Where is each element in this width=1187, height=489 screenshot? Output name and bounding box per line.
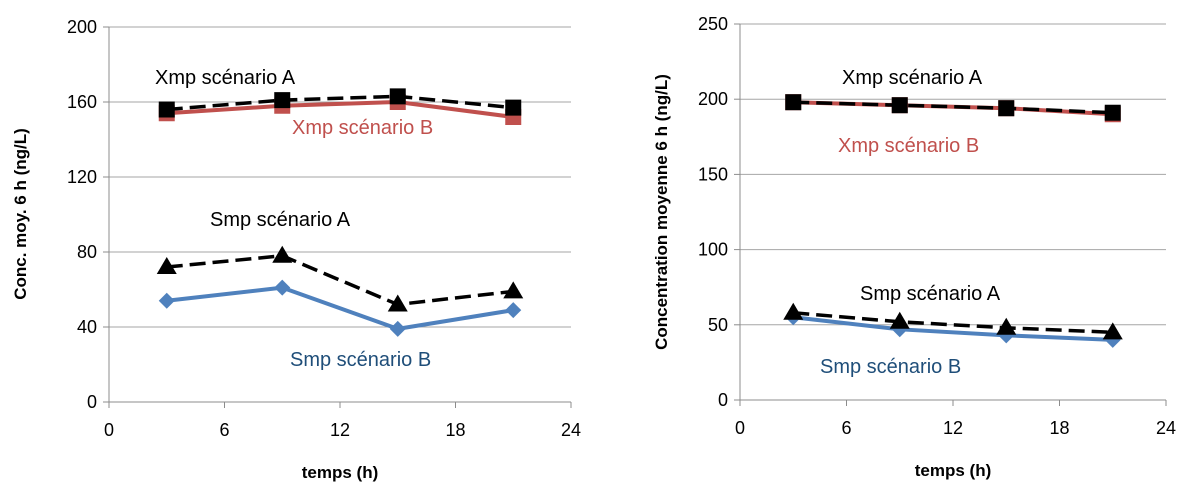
right-y-tick-label: 200 — [698, 89, 728, 109]
right-data-point-xmp-sc-nario-a — [785, 94, 802, 111]
left-annotation-smp-sc-nario-a: Smp scénario A — [210, 209, 351, 231]
left-annotation-smp-sc-nario-b: Smp scénario B — [290, 349, 431, 371]
left-y-axis-title: Conc. moy. 6 h (ng/L) — [11, 128, 30, 300]
left-series-line-smp-sc-nario-a — [166, 254, 514, 307]
left-data-point-xmp-sc-nario-a — [505, 99, 522, 116]
left-data-point-smp-sc-nario-a — [156, 257, 177, 274]
left-data-point-smp-sc-nario-b — [274, 279, 291, 296]
left-annotation-xmp-sc-nario-a: Xmp scénario A — [155, 67, 296, 89]
right-y-axis-title: Concentration moyenne 6 h (ng/L) — [652, 74, 671, 350]
left-x-tick-label: 6 — [219, 420, 229, 440]
left-data-point-xmp-sc-nario-a — [274, 92, 291, 109]
left-series-line-smp-sc-nario-b — [166, 285, 514, 331]
left-y-tick-label: 40 — [77, 317, 97, 337]
right-annotation-smp-sc-nario-a: Smp scénario A — [860, 283, 1001, 305]
left-data-point-xmp-sc-nario-a — [389, 88, 406, 105]
right-series-line-smp-sc-nario-a — [793, 311, 1113, 335]
right-data-point-xmp-sc-nario-a — [998, 100, 1015, 117]
left-y-tick-label: 80 — [77, 242, 97, 262]
right-data-point-smp-sc-nario-a — [783, 302, 804, 320]
right-annotation-xmp-sc-nario-a: Xmp scénario A — [842, 67, 983, 89]
left-x-tick-label: 24 — [561, 420, 581, 440]
left-y-tick-label: 0 — [87, 392, 97, 412]
left-data-point-smp-sc-nario-a — [272, 245, 293, 263]
chart-right: 0 50 100 150 200 250 0 6 12 18 24 temps (h) Concentr… — [652, 14, 1176, 480]
right-series-line-xmp-sc-nario-a — [793, 100, 1113, 115]
left-data-point-smp-sc-nario-a — [387, 294, 408, 312]
right-x-tick-label: 18 — [1049, 418, 1069, 438]
right-data-point-smp-sc-nario-a — [889, 311, 910, 329]
right-annotation-smp-sc-nario-b: Smp scénario B — [820, 356, 961, 378]
left-y-tick-label: 120 — [67, 167, 97, 187]
left-x-tick-label: 0 — [104, 420, 114, 440]
left-annotation-xmp-sc-nario-b: Xmp scénario B — [292, 117, 433, 139]
right-y-tick-label: 100 — [698, 240, 728, 260]
left-x-tick-label: 18 — [445, 420, 465, 440]
left-series-line-xmp-sc-nario-b — [166, 100, 514, 119]
left-data-point-smp-sc-nario-b — [389, 320, 406, 337]
right-y-tick-label: 250 — [698, 14, 728, 34]
left-y-tick-label: 200 — [67, 17, 97, 37]
right-y-tick-label: 50 — [708, 315, 728, 335]
left-x-axis-title: temps (h) — [302, 463, 379, 482]
right-annotation-xmp-sc-nario-b: Xmp scénario B — [838, 135, 979, 157]
left-x-tick-label: 12 — [330, 420, 350, 440]
left-data-point-smp-sc-nario-b — [505, 302, 522, 319]
right-x-tick-label: 6 — [841, 418, 851, 438]
right-x-axis-title: temps (h) — [915, 461, 992, 480]
chart-left: 0 40 80 120 160 200 0 6 12 18 24 temps (h) Conc. moy… — [11, 17, 581, 482]
right-data-point-smp-sc-nario-a — [996, 317, 1017, 335]
right-data-point-xmp-sc-nario-a — [891, 97, 908, 114]
right-data-point-smp-sc-nario-a — [1102, 322, 1123, 340]
left-y-tick-label: 160 — [67, 92, 97, 112]
right-y-tick-label: 0 — [718, 390, 728, 410]
right-x-tick-label: 12 — [943, 418, 963, 438]
right-x-tick-label: 24 — [1156, 418, 1176, 438]
right-data-point-xmp-sc-nario-a — [1104, 104, 1121, 121]
left-data-point-smp-sc-nario-a — [503, 281, 524, 299]
left-data-point-smp-sc-nario-b — [158, 292, 175, 309]
right-x-tick-label: 0 — [735, 418, 745, 438]
left-series-line-xmp-sc-nario-a — [166, 94, 514, 112]
left-data-point-xmp-sc-nario-a — [158, 101, 175, 118]
right-series-line-smp-sc-nario-b — [793, 315, 1113, 342]
right-y-tick-label: 150 — [698, 164, 728, 184]
